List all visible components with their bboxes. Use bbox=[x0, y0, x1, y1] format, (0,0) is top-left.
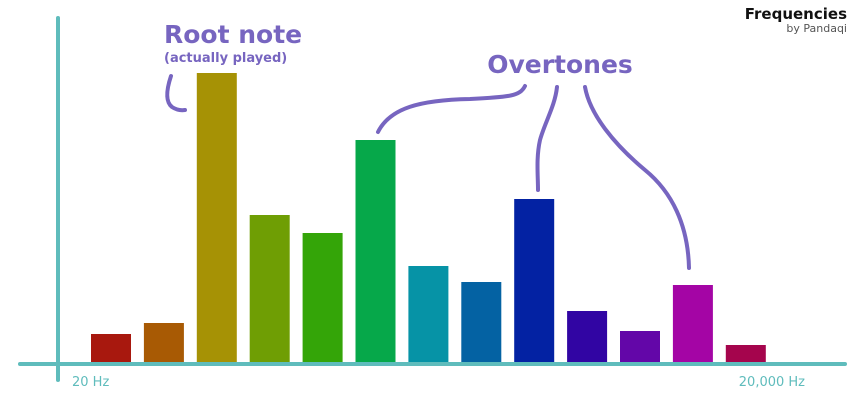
bar-2 bbox=[143, 323, 184, 362]
root-note-sublabel: (actually played) bbox=[164, 51, 287, 66]
bar-10 bbox=[567, 311, 608, 362]
brand-subtitle: by Pandaqi bbox=[786, 21, 847, 35]
x-tick-label-low: 20 Hz bbox=[72, 375, 109, 390]
overtone-pointer-2 bbox=[535, 85, 559, 192]
bar-1 bbox=[91, 334, 131, 362]
bar-overtone-6 bbox=[355, 140, 396, 362]
bars-group bbox=[91, 73, 766, 362]
bar-13 bbox=[725, 345, 766, 362]
root-note-label: Root note bbox=[164, 20, 302, 49]
bar-overtone-12 bbox=[672, 285, 713, 362]
bar-5 bbox=[302, 233, 343, 362]
bar-8 bbox=[461, 282, 502, 362]
bar-root-note-3 bbox=[196, 73, 237, 362]
overtone-pointer-1 bbox=[376, 84, 527, 134]
bar-7 bbox=[408, 266, 449, 362]
overtone-pointer-3 bbox=[583, 85, 691, 270]
brand-block: Frequencies by Pandaqi bbox=[745, 6, 847, 35]
bar-4 bbox=[249, 215, 290, 362]
bar-11 bbox=[620, 331, 660, 362]
bar-overtone-9 bbox=[514, 199, 555, 362]
brand-title: Frequencies bbox=[744, 5, 847, 23]
overtones-label: Overtones bbox=[487, 50, 633, 79]
x-tick-label-high: 20,000 Hz bbox=[739, 375, 805, 390]
root-note-pointer bbox=[165, 74, 187, 113]
